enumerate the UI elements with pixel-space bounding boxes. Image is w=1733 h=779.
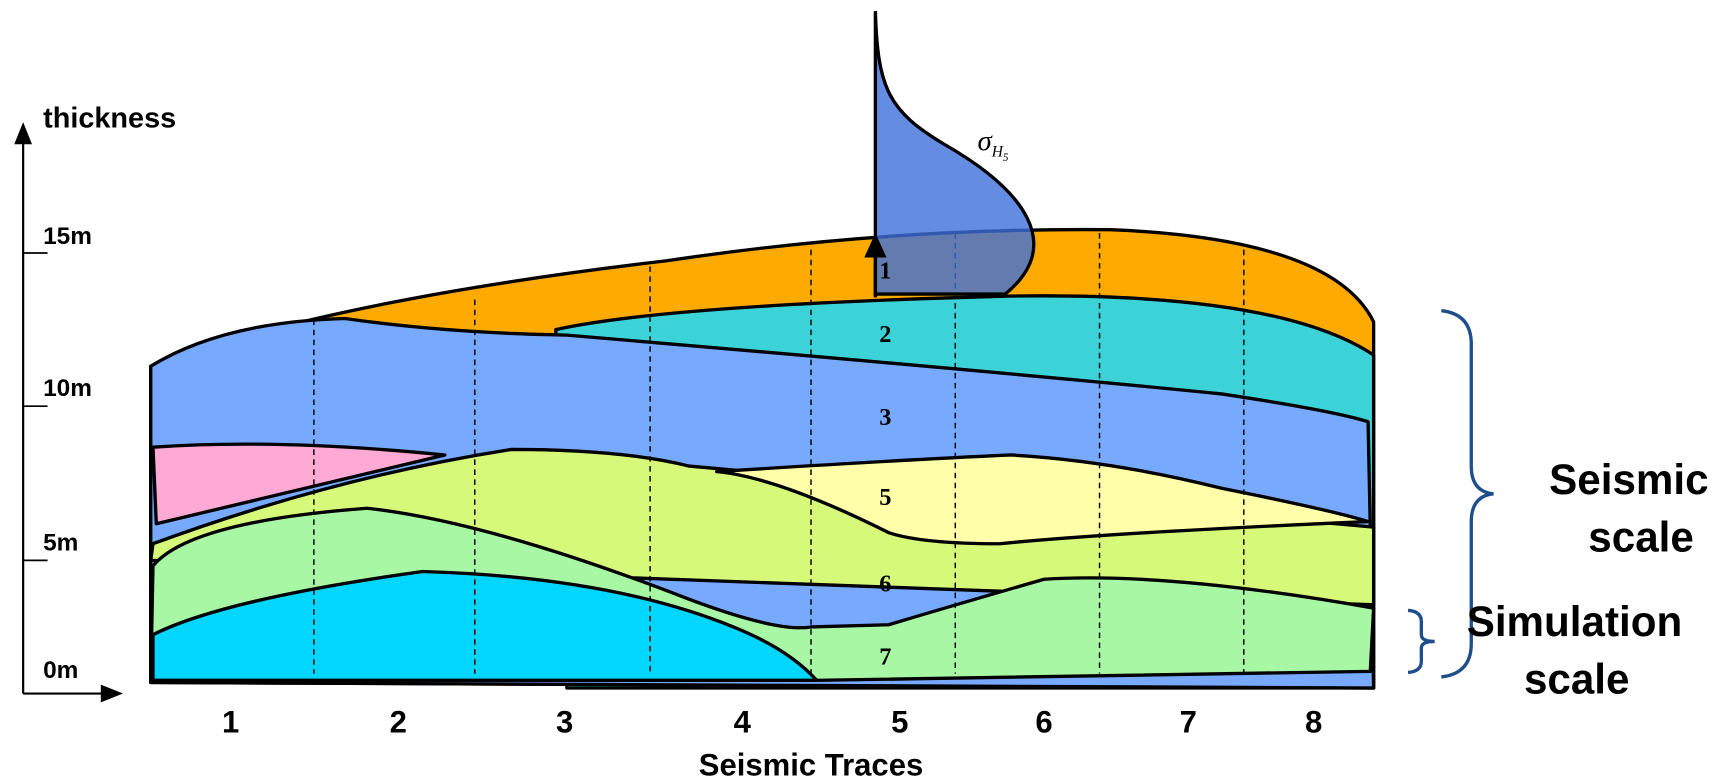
x-tick-label: 5 — [891, 704, 908, 739]
y-axis-label: thickness — [43, 103, 176, 135]
x-tick-label: 3 — [556, 704, 573, 739]
x-axis-label: Seismic Traces — [699, 748, 924, 779]
layer-label: 6 — [879, 570, 891, 597]
layer-label: 3 — [879, 404, 891, 431]
probability-curve — [875, 11, 1033, 294]
layer-label: 1 — [879, 258, 891, 285]
scale-label: scale — [1588, 514, 1694, 561]
scale-label: Seismic — [1549, 456, 1708, 503]
simulation-brace — [1408, 610, 1435, 672]
layer-label: 2 — [879, 321, 891, 348]
x-arrow — [101, 685, 123, 703]
sigma-subsub: 5 — [1003, 152, 1009, 164]
sigma-sub: H — [991, 143, 1004, 160]
y-tick-label: 0m — [43, 657, 78, 684]
x-tick-label: 7 — [1180, 704, 1197, 739]
layer-label: 7 — [879, 644, 891, 671]
y-tick-label: 15m — [43, 223, 92, 250]
y-tick-label: 10m — [43, 375, 92, 402]
page: σH5 1 2 3 5 6 7 thickness 15m 10m 5m 0m … — [0, 0, 1733, 779]
scale-label: Simulation — [1467, 598, 1682, 645]
scale-label: scale — [1524, 656, 1630, 703]
x-tick-label: 2 — [390, 704, 407, 739]
y-tick-label: 5m — [43, 529, 78, 556]
y-arrow — [14, 122, 32, 144]
x-tick-label: 6 — [1035, 704, 1052, 739]
layer-label: 5 — [879, 484, 891, 511]
diagram: σH5 1 2 3 5 6 7 thickness 15m 10m 5m 0m … — [0, 0, 1733, 779]
x-tick-label: 8 — [1305, 704, 1322, 739]
x-tick-label: 4 — [734, 704, 752, 739]
x-tick-label: 1 — [222, 704, 239, 739]
sigma-annotation: σH5 — [977, 125, 1008, 164]
